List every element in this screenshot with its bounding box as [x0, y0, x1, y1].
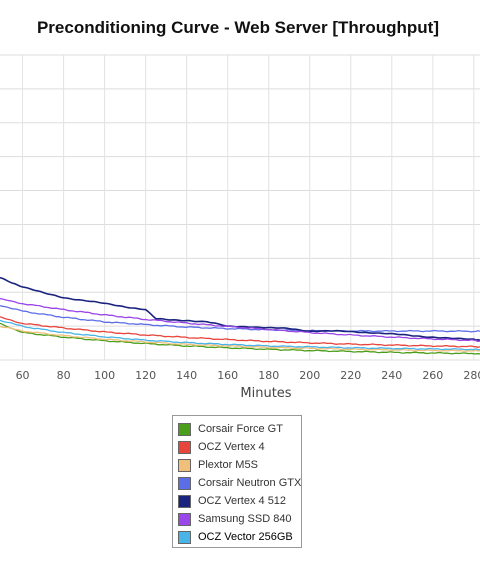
x-tick-label: 60	[16, 369, 30, 382]
x-tick-label: 200	[299, 369, 320, 382]
x-tick-labels: 60 80 100 120 140 160 180 200 220 240 260 280	[16, 369, 480, 382]
legend-label: Corsair Neutron GTX	[198, 477, 302, 489]
legend-label: Samsung SSD 840	[198, 513, 292, 525]
legend-item: OCZ Vertex 4	[178, 438, 301, 456]
series-lines	[0, 276, 480, 355]
x-tick-label: 260	[422, 369, 443, 382]
legend-label: Corsair Force GT	[198, 423, 283, 435]
legend-item: OCZ Vertex 4 512	[178, 492, 301, 510]
legend-item: Corsair Neutron GTX	[178, 474, 301, 492]
legend-swatch	[178, 494, 191, 508]
series-line-corsair-force-gt	[0, 322, 480, 355]
legend-item: Samsung SSD 840	[178, 510, 301, 528]
x-tick-label: 240	[381, 369, 402, 382]
legend-item: OCZ Vector 256GB	[178, 528, 301, 546]
x-tick-label: 280	[463, 369, 480, 382]
legend-label: Plextor M5S	[198, 459, 258, 471]
series-line-corsair-neutron-gtx	[0, 304, 480, 333]
grid	[0, 54, 480, 361]
series-line-plextor-m5s	[0, 325, 480, 352]
legend-swatch	[178, 440, 191, 454]
legend-swatch	[178, 476, 191, 490]
legend-label: OCZ Vertex 4 512	[198, 495, 287, 507]
x-tick-label: 180	[258, 369, 279, 382]
legend-swatch	[178, 458, 191, 472]
x-tick-label: 120	[135, 369, 156, 382]
legend-label: OCZ Vector 256GB	[198, 531, 293, 543]
legend-item: Plextor M5S	[178, 456, 301, 474]
legend-swatch	[178, 512, 191, 526]
x-axis-label: Minutes	[240, 386, 292, 401]
legend-swatch	[178, 422, 191, 436]
series-line-ocz-vertex-4	[0, 316, 480, 348]
x-tick-label: 100	[94, 369, 115, 382]
legend: Corsair Force GT OCZ Vertex 4 Plextor M5S C…	[172, 415, 302, 548]
chart-title: Preconditioning Curve - Web Server [Thro…	[36, 18, 440, 37]
series-line-ocz-vertex-4-512	[0, 276, 480, 341]
x-tick-label: 80	[57, 369, 71, 382]
x-tick-label: 220	[340, 369, 361, 382]
legend-item: Corsair Force GT	[178, 420, 301, 438]
x-tick-label: 160	[217, 369, 238, 382]
series-line-ocz-vector-256gb	[0, 319, 480, 351]
series-line-samsung-ssd-840	[0, 298, 480, 343]
plot-area: 60 80 100 120 140 160 180 200 220 240 260 280	[0, 54, 480, 382]
legend-label: OCZ Vertex 4	[198, 441, 265, 453]
x-tick-label: 140	[176, 369, 197, 382]
legend-swatch	[178, 530, 191, 544]
